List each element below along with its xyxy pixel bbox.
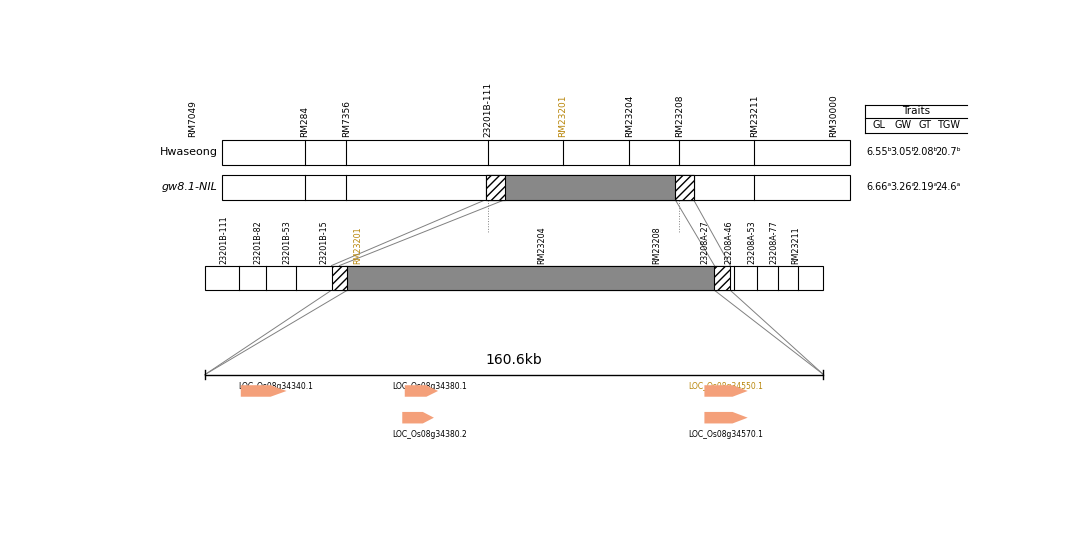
Text: RM23211: RM23211 <box>792 226 800 263</box>
Text: gw8.1-NIL: gw8.1-NIL <box>161 183 217 192</box>
Bar <box>676 175 694 200</box>
Text: Traits: Traits <box>902 106 930 116</box>
Text: 23201B-111: 23201B-111 <box>483 82 493 137</box>
Text: Hwaseong: Hwaseong <box>159 147 217 158</box>
Text: 23208A-53: 23208A-53 <box>748 220 756 263</box>
Text: RM23204: RM23204 <box>538 226 547 263</box>
Text: RM23211: RM23211 <box>750 95 759 137</box>
Bar <box>485 175 694 200</box>
Text: GL: GL <box>873 120 886 130</box>
Text: 2.08ᵇ: 2.08ᵇ <box>912 147 938 158</box>
Text: 23208A-27: 23208A-27 <box>700 220 709 263</box>
Bar <box>221 175 851 200</box>
Text: 20.7ᵇ: 20.7ᵇ <box>935 147 961 158</box>
Text: RM284: RM284 <box>301 106 309 137</box>
Text: 23208A-46: 23208A-46 <box>724 220 734 263</box>
Text: LOC_Os08g34550.1: LOC_Os08g34550.1 <box>687 382 763 391</box>
Text: GT: GT <box>918 120 931 130</box>
Text: LOC_Os08g34380.2: LOC_Os08g34380.2 <box>392 430 467 439</box>
Text: 23201B-111: 23201B-111 <box>220 215 229 263</box>
Text: RM23208: RM23208 <box>653 226 662 263</box>
Text: 2.19ᵃ: 2.19ᵃ <box>912 183 938 192</box>
Text: RM23204: RM23204 <box>625 95 634 137</box>
Text: 23201B-15: 23201B-15 <box>320 220 329 263</box>
Text: RM23208: RM23208 <box>674 95 684 137</box>
Text: RM7049: RM7049 <box>188 100 197 137</box>
Text: 3.26ᵃ: 3.26ᵃ <box>890 183 916 192</box>
Bar <box>332 265 347 290</box>
Text: RM30000: RM30000 <box>829 94 838 137</box>
Polygon shape <box>241 385 287 397</box>
Text: 23201B-53: 23201B-53 <box>282 220 291 263</box>
Text: TGW: TGW <box>937 120 960 130</box>
Text: RM7356: RM7356 <box>342 100 351 137</box>
Bar <box>345 265 717 290</box>
Polygon shape <box>705 385 748 397</box>
Bar <box>205 265 824 290</box>
Bar <box>485 175 505 200</box>
Text: GW: GW <box>895 120 912 130</box>
Text: 3.05ᵇ: 3.05ᵇ <box>890 147 916 158</box>
Polygon shape <box>405 385 438 397</box>
Text: 160.6kb: 160.6kb <box>485 353 542 367</box>
Polygon shape <box>705 412 748 423</box>
Text: LOC_Os08g34380.1: LOC_Os08g34380.1 <box>392 382 467 391</box>
Text: RM23201: RM23201 <box>353 226 362 263</box>
Bar <box>221 140 851 165</box>
Text: 24.6ᵃ: 24.6ᵃ <box>935 183 961 192</box>
Text: 23208A-77: 23208A-77 <box>769 220 778 263</box>
Text: RM23201: RM23201 <box>558 95 567 137</box>
Bar <box>714 265 730 290</box>
Text: LOC_Os08g34570.1: LOC_Os08g34570.1 <box>687 430 763 439</box>
Text: LOC_Os08g34340.1: LOC_Os08g34340.1 <box>238 382 314 391</box>
Text: 6.55ᵇ: 6.55ᵇ <box>867 147 892 158</box>
Text: 6.66ᵃ: 6.66ᵃ <box>867 183 891 192</box>
Text: 23201B-82: 23201B-82 <box>253 220 262 263</box>
Polygon shape <box>403 412 434 423</box>
